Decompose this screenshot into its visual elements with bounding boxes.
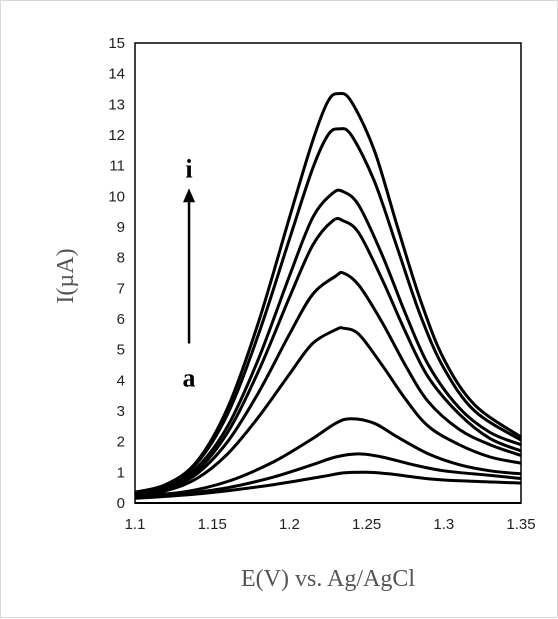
y-tick-label: 7 — [117, 280, 125, 297]
series-line-3 — [134, 417, 522, 497]
y-tick-label: 13 — [108, 96, 125, 113]
y-tick-label: 8 — [117, 250, 125, 267]
plot-border — [134, 42, 522, 504]
series-line-4 — [134, 326, 522, 496]
x-tick-label: 1.15 — [198, 516, 227, 533]
x-tick-label: 1.35 — [506, 516, 535, 533]
y-axis-title: I(µA) — [53, 248, 79, 303]
x-tick-labels: 1.1 1.15 1.2 1.25 1.3 1.35 — [125, 516, 536, 533]
y-tick-label: 14 — [108, 66, 125, 83]
plot-area — [134, 42, 522, 504]
series-arrow-head — [183, 188, 196, 203]
y-tick-label: 5 — [117, 342, 125, 359]
x-tick-label: 1.2 — [279, 516, 300, 533]
y-tick-label: 10 — [108, 188, 125, 205]
y-tick-label: 15 — [108, 35, 125, 52]
y-tick-label: 12 — [108, 127, 125, 144]
y-tick-label: 6 — [117, 311, 125, 328]
series-line-9 — [134, 91, 522, 494]
x-tick-label: 1.3 — [433, 516, 454, 533]
x-tick-label: 1.25 — [352, 516, 381, 533]
curves-group — [134, 91, 522, 500]
series-line-1 — [134, 470, 522, 500]
x-tick-label: 1.1 — [125, 516, 146, 533]
series-line-8 — [134, 127, 522, 494]
x-axis-title: E(V) vs. Ag/AgCl — [241, 566, 415, 592]
series-line-6 — [134, 217, 522, 496]
series-line-7 — [134, 188, 522, 494]
y-tick-label: 9 — [117, 219, 125, 236]
series-line-2 — [134, 452, 522, 499]
series-line-5 — [134, 270, 522, 496]
y-tick-label: 2 — [117, 434, 125, 451]
y-tick-label: 11 — [109, 158, 125, 175]
y-tick-label: 3 — [117, 403, 125, 420]
y-tick-label: 0 — [117, 495, 125, 512]
y-tick-label: 4 — [117, 372, 125, 389]
series-label-bottom: a — [183, 363, 196, 392]
series-label-top: i — [185, 155, 192, 184]
y-tick-label: 1 — [117, 464, 125, 481]
